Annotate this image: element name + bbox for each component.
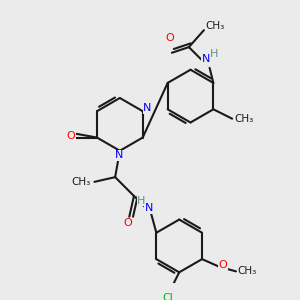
Text: CH₃: CH₃ (206, 21, 225, 32)
Text: H: H (210, 49, 218, 59)
Text: N: N (115, 151, 123, 160)
Text: CH₃: CH₃ (234, 114, 253, 124)
Text: O: O (218, 260, 227, 270)
Text: CH₃: CH₃ (72, 177, 91, 187)
Text: N: N (145, 203, 153, 213)
Text: O: O (123, 218, 132, 228)
Text: N: N (202, 54, 210, 64)
Text: O: O (66, 131, 75, 141)
Text: Cl: Cl (163, 293, 173, 300)
Text: N: N (143, 103, 152, 113)
Text: CH₃: CH₃ (238, 266, 257, 276)
Text: O: O (166, 33, 174, 43)
Text: H: H (137, 196, 146, 206)
